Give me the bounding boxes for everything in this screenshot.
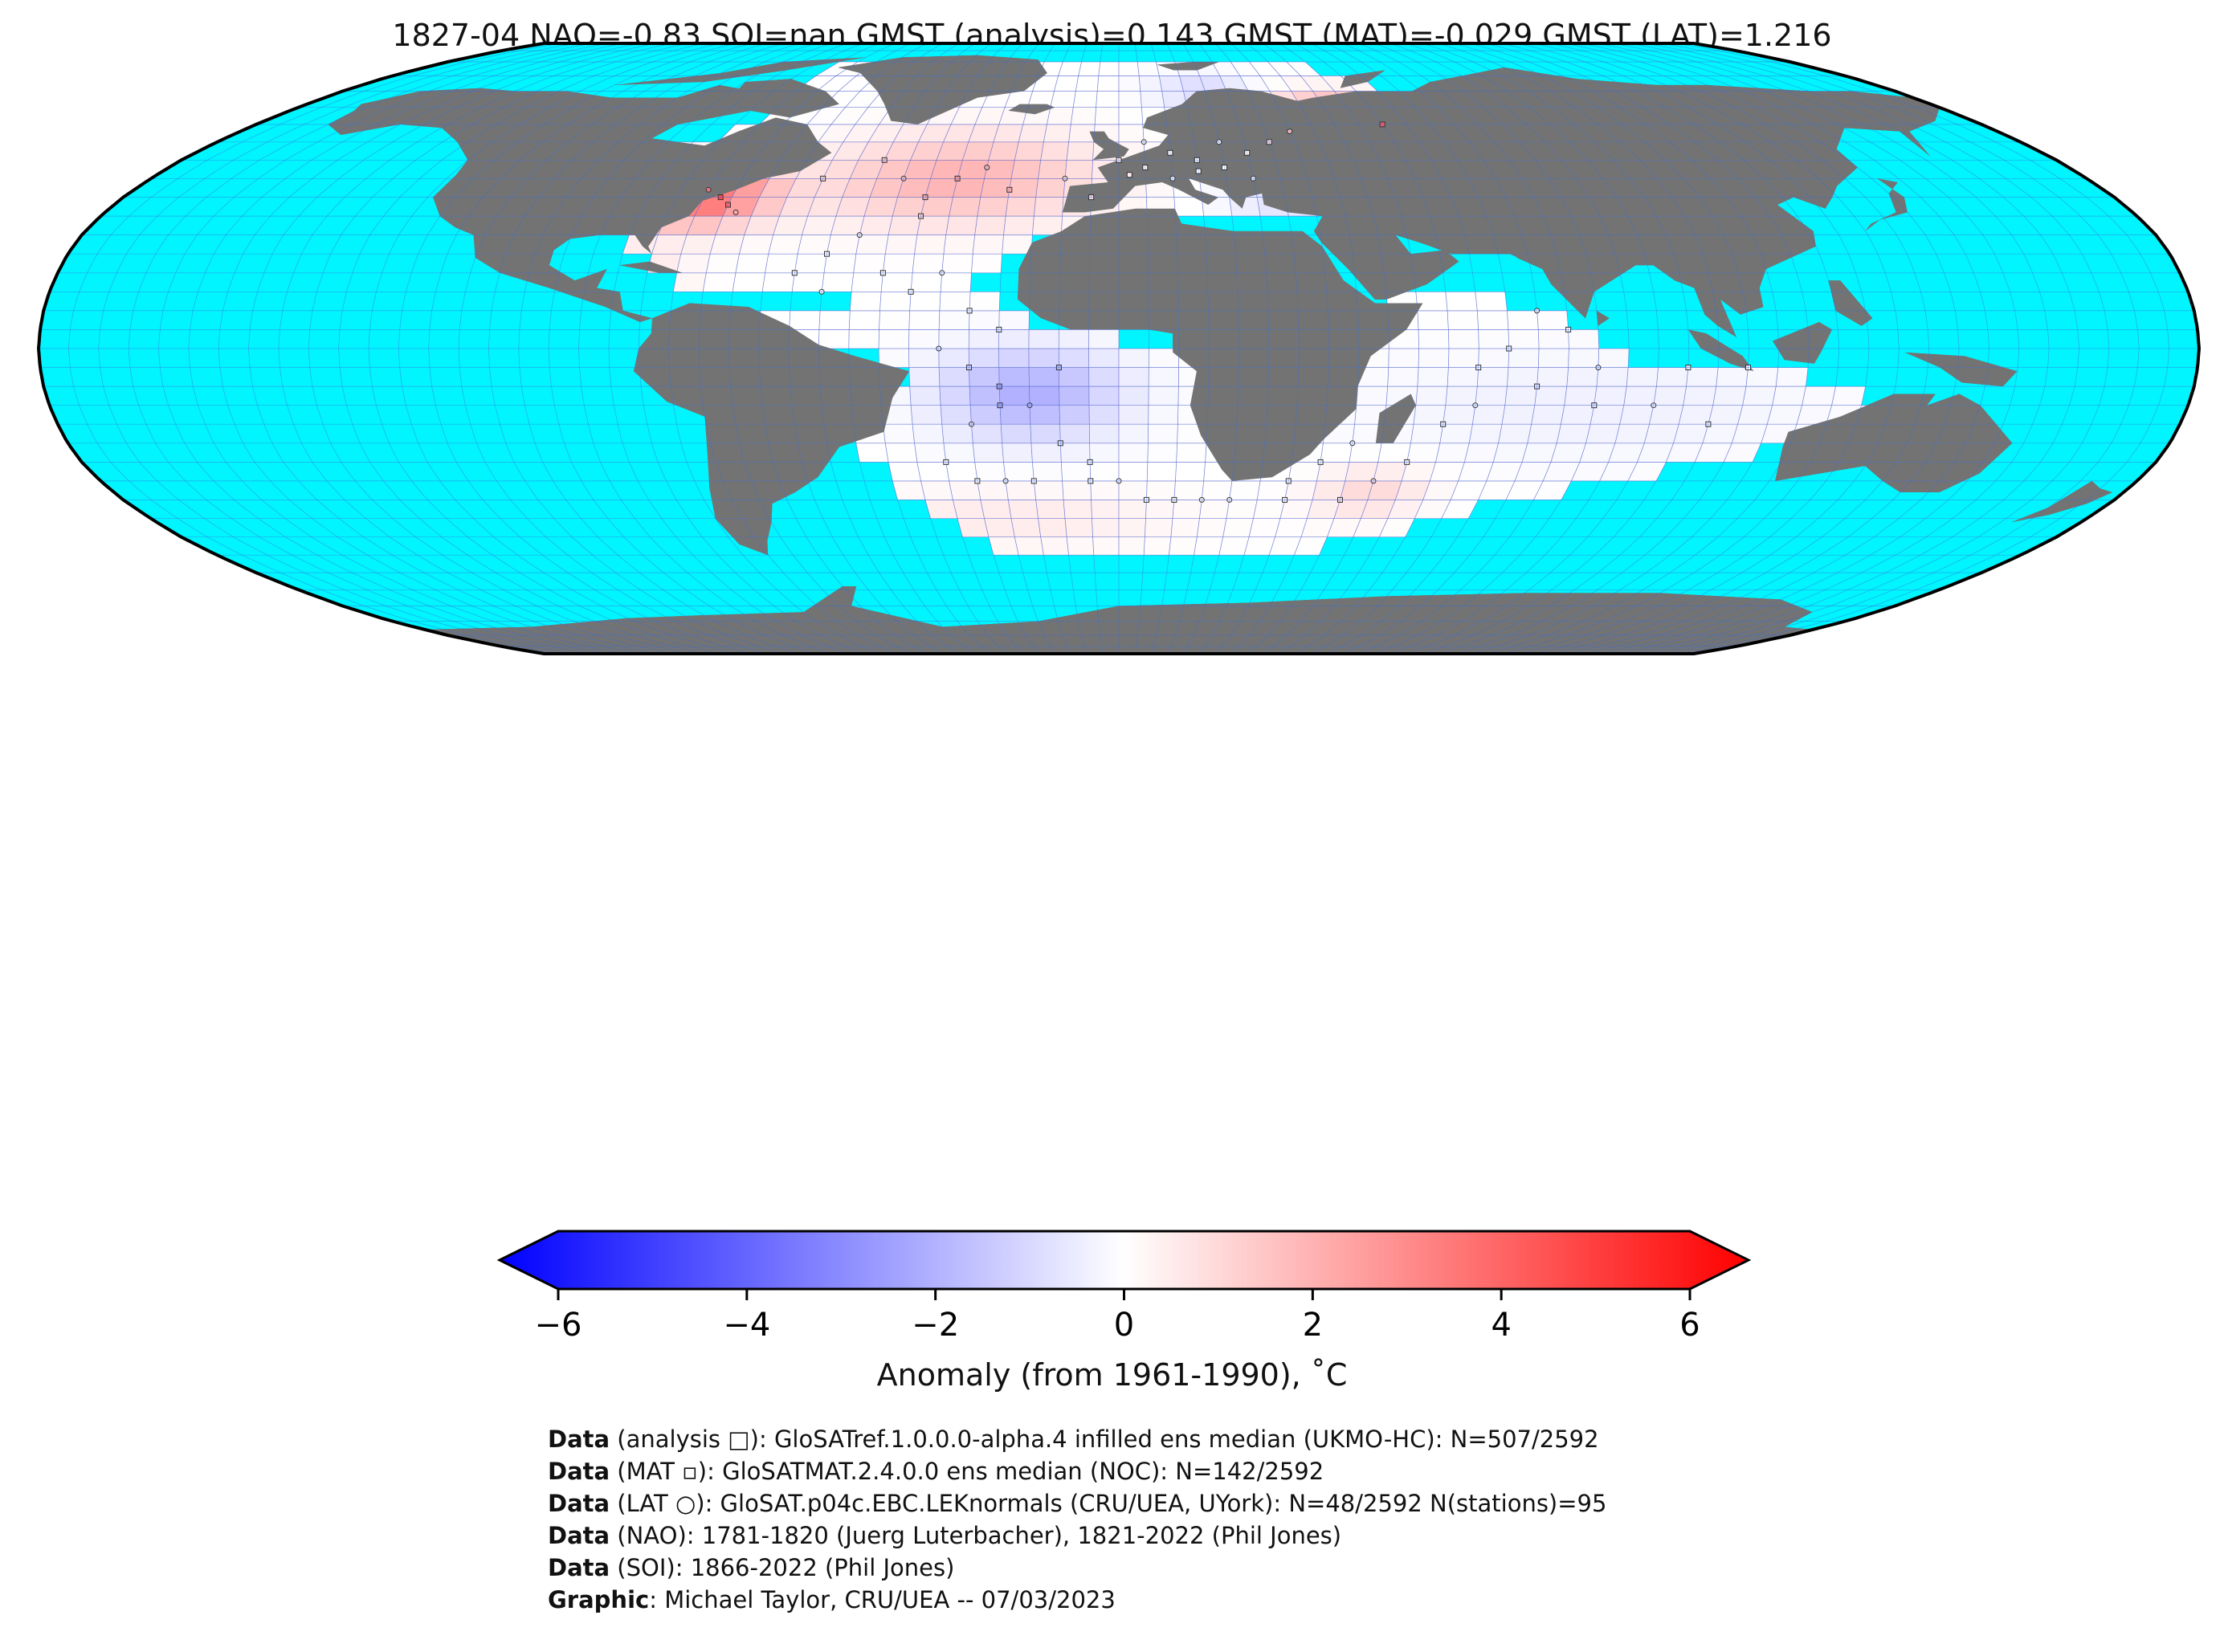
land-overlay-eurasia xyxy=(1062,67,1940,337)
land-overlay-india xyxy=(1516,250,1636,319)
lat-station-marker xyxy=(732,209,739,215)
land-overlay-sumatra xyxy=(1687,329,1754,372)
colorbar-tick-label: 0 xyxy=(1114,1307,1134,1344)
credit-line: Data (MAT ▫): GloSATMAT.2.4.0.0 ens medi… xyxy=(548,1458,1324,1485)
land-overlay-south-america xyxy=(634,303,909,556)
colorbar-label: Anomaly (from 1961-1990), ˚C xyxy=(876,1357,1348,1393)
graticule xyxy=(39,43,2199,654)
land-overlay-borneo xyxy=(1773,322,1832,364)
colorbar-tick-label: 2 xyxy=(1303,1307,1323,1344)
land-overlay-iceland xyxy=(1008,104,1055,115)
land-overlay-baffin xyxy=(730,79,839,118)
world-map xyxy=(36,42,2202,655)
credit-line: Graphic: Michael Taylor, CRU/UEA -- 07/0… xyxy=(548,1586,1116,1613)
land-overlay-sri-lanka xyxy=(1597,310,1610,326)
data-credits: Data (analysis □): GloSATref.1.0.0.0-alp… xyxy=(548,1423,1606,1616)
credit-line: Data (analysis □): GloSATref.1.0.0.0-alp… xyxy=(548,1426,1599,1453)
land-overlay-arctic-islands xyxy=(614,57,867,85)
credit-line: Data (LAT ○): GloSAT.p04c.EBC.LEKnormals… xyxy=(548,1490,1607,1517)
land-overlay-north-america xyxy=(328,84,832,323)
land-overlay-arabia xyxy=(1321,219,1459,300)
colorbar-tick-label: 4 xyxy=(1491,1307,1511,1344)
analysis-marker xyxy=(1126,172,1132,178)
credit-line: Data (NAO): 1781-1820 (Juerg Luterbacher… xyxy=(548,1522,1342,1549)
globe-outline xyxy=(36,42,2202,655)
colorbar-tick-label: −2 xyxy=(912,1307,959,1344)
land-overlay-new-zealand xyxy=(2011,480,2112,523)
colorbar-tick-label: 6 xyxy=(1679,1307,1700,1344)
credit-line: Data (SOI): 1866-2022 (Phil Jones) xyxy=(548,1554,955,1581)
land-overlay-japan xyxy=(1865,178,1908,231)
colorbar: −6 −4 −2 0 2 4 6 xyxy=(496,1230,1752,1344)
land-overlay-madagascar xyxy=(1375,394,1416,443)
colorbar-ticks: −6 −4 −2 0 2 4 6 xyxy=(535,1289,1700,1344)
land-overlay-svalbard xyxy=(1157,62,1220,71)
land-overlay-novaya-zemlya xyxy=(1340,70,1385,88)
colorbar-tick-label: −6 xyxy=(535,1307,582,1344)
colorbar-tick-label: −4 xyxy=(723,1307,770,1344)
colorbar-gradient xyxy=(496,1230,1752,1291)
land-overlay-cuba xyxy=(619,261,683,273)
land-overlay-new-guinea xyxy=(1904,352,2018,387)
land-overlay-uk xyxy=(1089,131,1129,161)
